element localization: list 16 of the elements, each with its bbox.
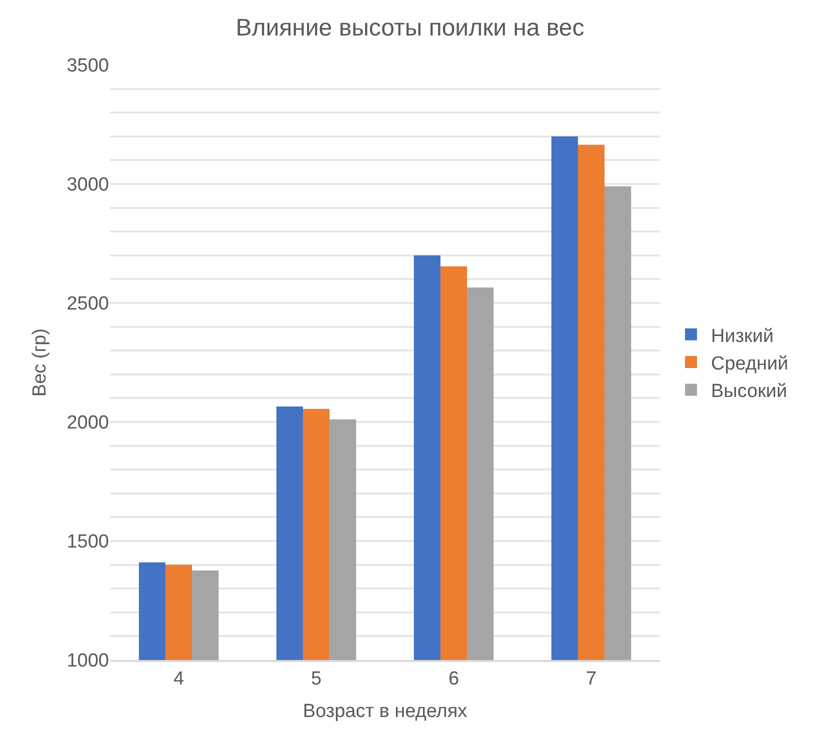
chart-title: Влияние высоты поилки на вес bbox=[236, 14, 584, 42]
y-tick-label: 2500 bbox=[66, 294, 109, 315]
legend-label: Высокий bbox=[711, 381, 788, 402]
x-axis-title: Возраст в неделях bbox=[302, 700, 468, 722]
y-tick-label: 3500 bbox=[66, 56, 109, 77]
x-tick-label: 5 bbox=[310, 668, 322, 690]
y-axis-title: Вес (гр) bbox=[30, 328, 51, 397]
y-tick-label: 1000 bbox=[66, 650, 109, 672]
x-tick-label: 6 bbox=[448, 668, 460, 690]
legend-label: Низкий bbox=[711, 326, 774, 347]
legend-label: Средний bbox=[711, 353, 788, 374]
y-tick-label: 3000 bbox=[66, 174, 109, 196]
x-tick-label: 7 bbox=[586, 668, 597, 690]
y-tick-label: 1500 bbox=[66, 532, 109, 553]
x-tick-label: 4 bbox=[173, 668, 184, 690]
y-tick-label: 2000 bbox=[66, 412, 109, 434]
